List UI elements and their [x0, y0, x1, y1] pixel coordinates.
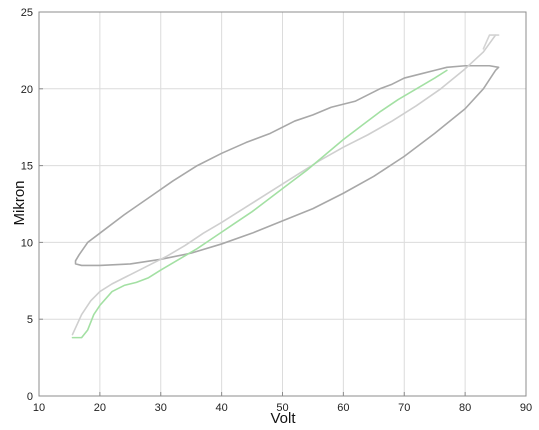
series-line-2 — [71, 34, 497, 336]
x-tick-label: 70 — [398, 402, 410, 414]
y-tick-label: 15 — [21, 161, 33, 173]
y-tick-label: 0 — [27, 391, 33, 403]
x-tick-label: 20 — [94, 402, 106, 414]
x-tick-label: 40 — [216, 402, 228, 414]
series-line-4 — [482, 34, 500, 50]
y-tick-label: 10 — [21, 237, 33, 249]
x-tick-label: 50 — [276, 402, 288, 414]
series-line-3 — [71, 69, 448, 339]
y-axis-title: Mikron — [11, 180, 28, 225]
x-tick-label: 10 — [33, 402, 45, 414]
y-tick-label: 20 — [21, 84, 33, 96]
series-line-1 — [74, 64, 500, 267]
x-tick-label: 60 — [337, 402, 349, 414]
x-tick-label: 30 — [155, 402, 167, 414]
grid-layer — [39, 12, 526, 396]
y-tick-label: 5 — [27, 314, 33, 326]
y-tick-label: 25 — [21, 7, 33, 19]
x-tick-label: 90 — [520, 402, 532, 414]
tick-layer: 10 20 30 40 50 60 70 80 90 0 5 10 15 20 25 — [21, 7, 532, 414]
x-tick-label: 80 — [459, 402, 471, 414]
x-axis-title: Volt — [270, 410, 296, 427]
series-layer — [71, 34, 500, 339]
